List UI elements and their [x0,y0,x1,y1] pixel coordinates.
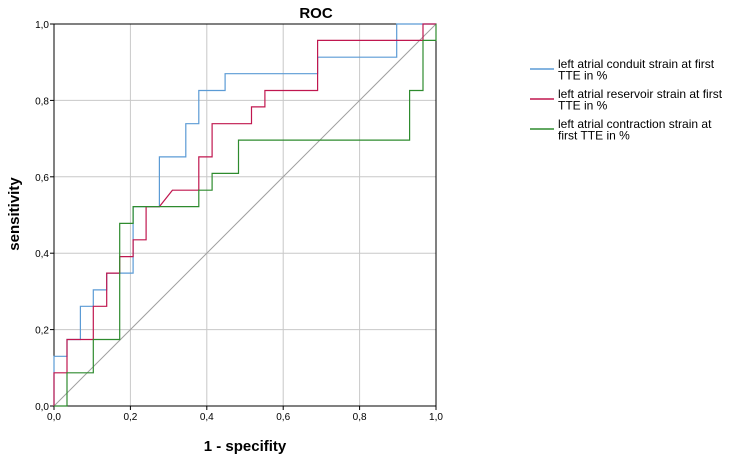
y-tick-label: 0,8 [35,96,49,107]
chart-title: ROC [299,5,333,22]
x-tick-label: 0,0 [47,412,61,423]
roc-curve [54,24,437,407]
legend-label: left atrial reservoir strain at first [558,87,723,101]
legend-label: TTE in % [558,69,608,83]
x-tick-label: 0,8 [353,412,367,423]
x-tick-label: 0,2 [123,412,137,423]
reference-diagonal-line [53,23,437,407]
x-tick-label: 1,0 [429,412,443,423]
y-tick-label: 0,4 [35,249,49,260]
plot-frame [53,23,437,407]
y-tick-label: 0,6 [35,173,49,184]
y-tick-label: 0,2 [35,326,49,337]
legend-label: first TTE in % [558,129,630,143]
x-tick-label: 0,6 [276,412,290,423]
x-tick-label: 0,4 [200,412,214,423]
legend-label: TTE in % [558,99,608,113]
plot-area: 0,0 0,2 0,4 0,6 0,8 1,0 0,0 0,2 0,4 0,6 0,8 1,0 [35,20,443,423]
legend-label: left atrial contraction strain at [558,117,712,131]
y-axis-title: sensitivity [6,177,23,251]
legend-label: left atrial conduit strain at first [558,57,715,71]
x-axis-title: 1 - specifity [204,438,287,455]
y-tick-label: 1,0 [35,20,49,31]
y-tick-label: 0,0 [35,402,49,413]
